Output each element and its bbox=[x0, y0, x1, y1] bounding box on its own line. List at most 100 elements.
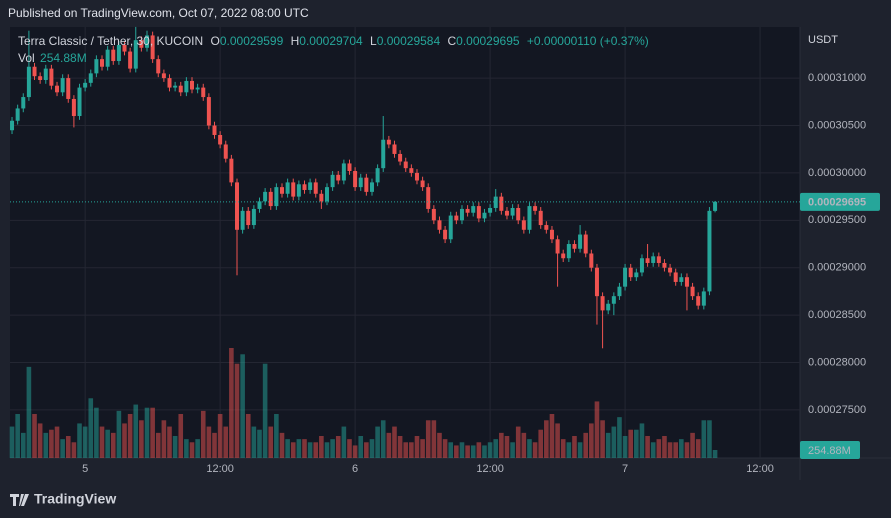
candle-body bbox=[201, 87, 206, 98]
last-price-label: 0.00029695 bbox=[808, 197, 866, 209]
volume-bar bbox=[110, 432, 116, 458]
change: +0.00000110 (+0.37%) bbox=[527, 34, 649, 48]
volume-bar bbox=[589, 423, 594, 458]
volume-bar bbox=[184, 439, 189, 458]
candle-body bbox=[122, 44, 127, 52]
volume-bar bbox=[431, 420, 437, 458]
ohlc-value: 0.00029704 bbox=[299, 34, 363, 48]
volume-bar bbox=[392, 426, 397, 458]
volume-box bbox=[800, 440, 860, 459]
candle-body bbox=[566, 244, 571, 259]
volume-bar bbox=[634, 429, 639, 458]
candle-body bbox=[55, 85, 60, 93]
volume-bar bbox=[656, 439, 662, 458]
candle-body bbox=[77, 87, 82, 117]
candle-body bbox=[583, 234, 588, 254]
volume-bar bbox=[600, 420, 605, 458]
volume-bar bbox=[375, 426, 380, 458]
candle-body bbox=[358, 177, 363, 188]
volume-bar bbox=[442, 439, 448, 458]
candle-body bbox=[611, 296, 616, 304]
volume-bar bbox=[251, 426, 257, 458]
volume-bar bbox=[139, 420, 144, 458]
candle-body bbox=[319, 193, 324, 202]
candle-body bbox=[296, 184, 301, 197]
volume-bar bbox=[347, 439, 352, 458]
ohlc-label: C bbox=[447, 34, 456, 48]
candle-body bbox=[555, 239, 560, 254]
candle-body bbox=[628, 267, 633, 278]
candle-body bbox=[476, 206, 481, 219]
volume-bar bbox=[178, 414, 184, 458]
candle-body bbox=[443, 229, 448, 240]
candle-body bbox=[133, 40, 138, 69]
candle-body bbox=[251, 208, 256, 226]
publish-note: Published on TradingView.com, Oct 07, 20… bbox=[8, 6, 309, 20]
volume-bar bbox=[695, 439, 701, 458]
candle-body bbox=[246, 210, 251, 226]
candle-body bbox=[308, 182, 313, 190]
candle-body bbox=[291, 182, 296, 197]
volume-bar bbox=[200, 410, 206, 458]
candle-body bbox=[88, 73, 93, 83]
volume-bar bbox=[330, 439, 335, 458]
ohlc-label: O bbox=[211, 34, 220, 48]
volume-bar bbox=[43, 432, 49, 458]
candle-body bbox=[223, 144, 228, 159]
candle-body bbox=[128, 51, 133, 69]
candle-body bbox=[173, 85, 178, 88]
candle-body bbox=[150, 35, 155, 60]
candle-body bbox=[701, 291, 706, 306]
x-tick-label: 12:00 bbox=[746, 463, 774, 475]
volume-bar bbox=[487, 442, 493, 458]
candle-body bbox=[510, 207, 515, 216]
candle-body bbox=[533, 206, 538, 211]
candle-body bbox=[206, 97, 211, 126]
ohlc-value: 0.00029695 bbox=[456, 34, 520, 48]
volume-bar bbox=[245, 414, 251, 458]
candle-body bbox=[606, 303, 611, 311]
y-tick-label: 0.00028000 bbox=[808, 356, 866, 368]
candle-body bbox=[268, 191, 273, 207]
x-tick-label: 5 bbox=[82, 463, 88, 475]
volume-bar bbox=[240, 354, 245, 458]
volume-bar bbox=[9, 426, 15, 458]
candle-body bbox=[324, 187, 329, 202]
candle-body bbox=[431, 208, 436, 221]
candle-body bbox=[656, 256, 661, 263]
candle-body bbox=[49, 68, 54, 86]
last-price-box bbox=[800, 192, 880, 211]
volume-bar bbox=[527, 439, 532, 458]
candle-body bbox=[229, 158, 234, 183]
candle-body bbox=[111, 49, 116, 62]
volume-name: Vol bbox=[18, 51, 35, 65]
candle-body bbox=[71, 98, 76, 117]
volume-bar bbox=[144, 407, 150, 458]
volume-bar bbox=[234, 363, 240, 458]
volume-header: Vol 254.88M bbox=[18, 51, 87, 65]
candle-body bbox=[83, 82, 88, 88]
volume-bar bbox=[296, 439, 302, 458]
volume-last-label: 254.88M bbox=[808, 445, 851, 457]
candle-body bbox=[375, 168, 380, 183]
candle-body bbox=[145, 35, 150, 48]
volume-bar bbox=[572, 436, 577, 458]
volume-bar bbox=[122, 423, 127, 458]
volume-bar bbox=[707, 420, 712, 458]
volume-bar bbox=[274, 414, 279, 458]
candle-body bbox=[285, 182, 290, 194]
candle-body bbox=[139, 40, 144, 48]
candle-body bbox=[195, 87, 200, 90]
volume-bar bbox=[161, 420, 167, 458]
candle-body bbox=[651, 256, 656, 263]
candle-body bbox=[353, 171, 358, 188]
candle-body bbox=[527, 206, 532, 230]
volume-bar bbox=[324, 442, 330, 458]
volume-bar bbox=[403, 442, 409, 458]
candle-body bbox=[668, 267, 673, 273]
volume-bar bbox=[319, 436, 324, 458]
candle-body bbox=[465, 208, 470, 213]
candle-body bbox=[561, 253, 566, 259]
volume-bar bbox=[409, 442, 414, 458]
candle-body bbox=[639, 258, 644, 273]
